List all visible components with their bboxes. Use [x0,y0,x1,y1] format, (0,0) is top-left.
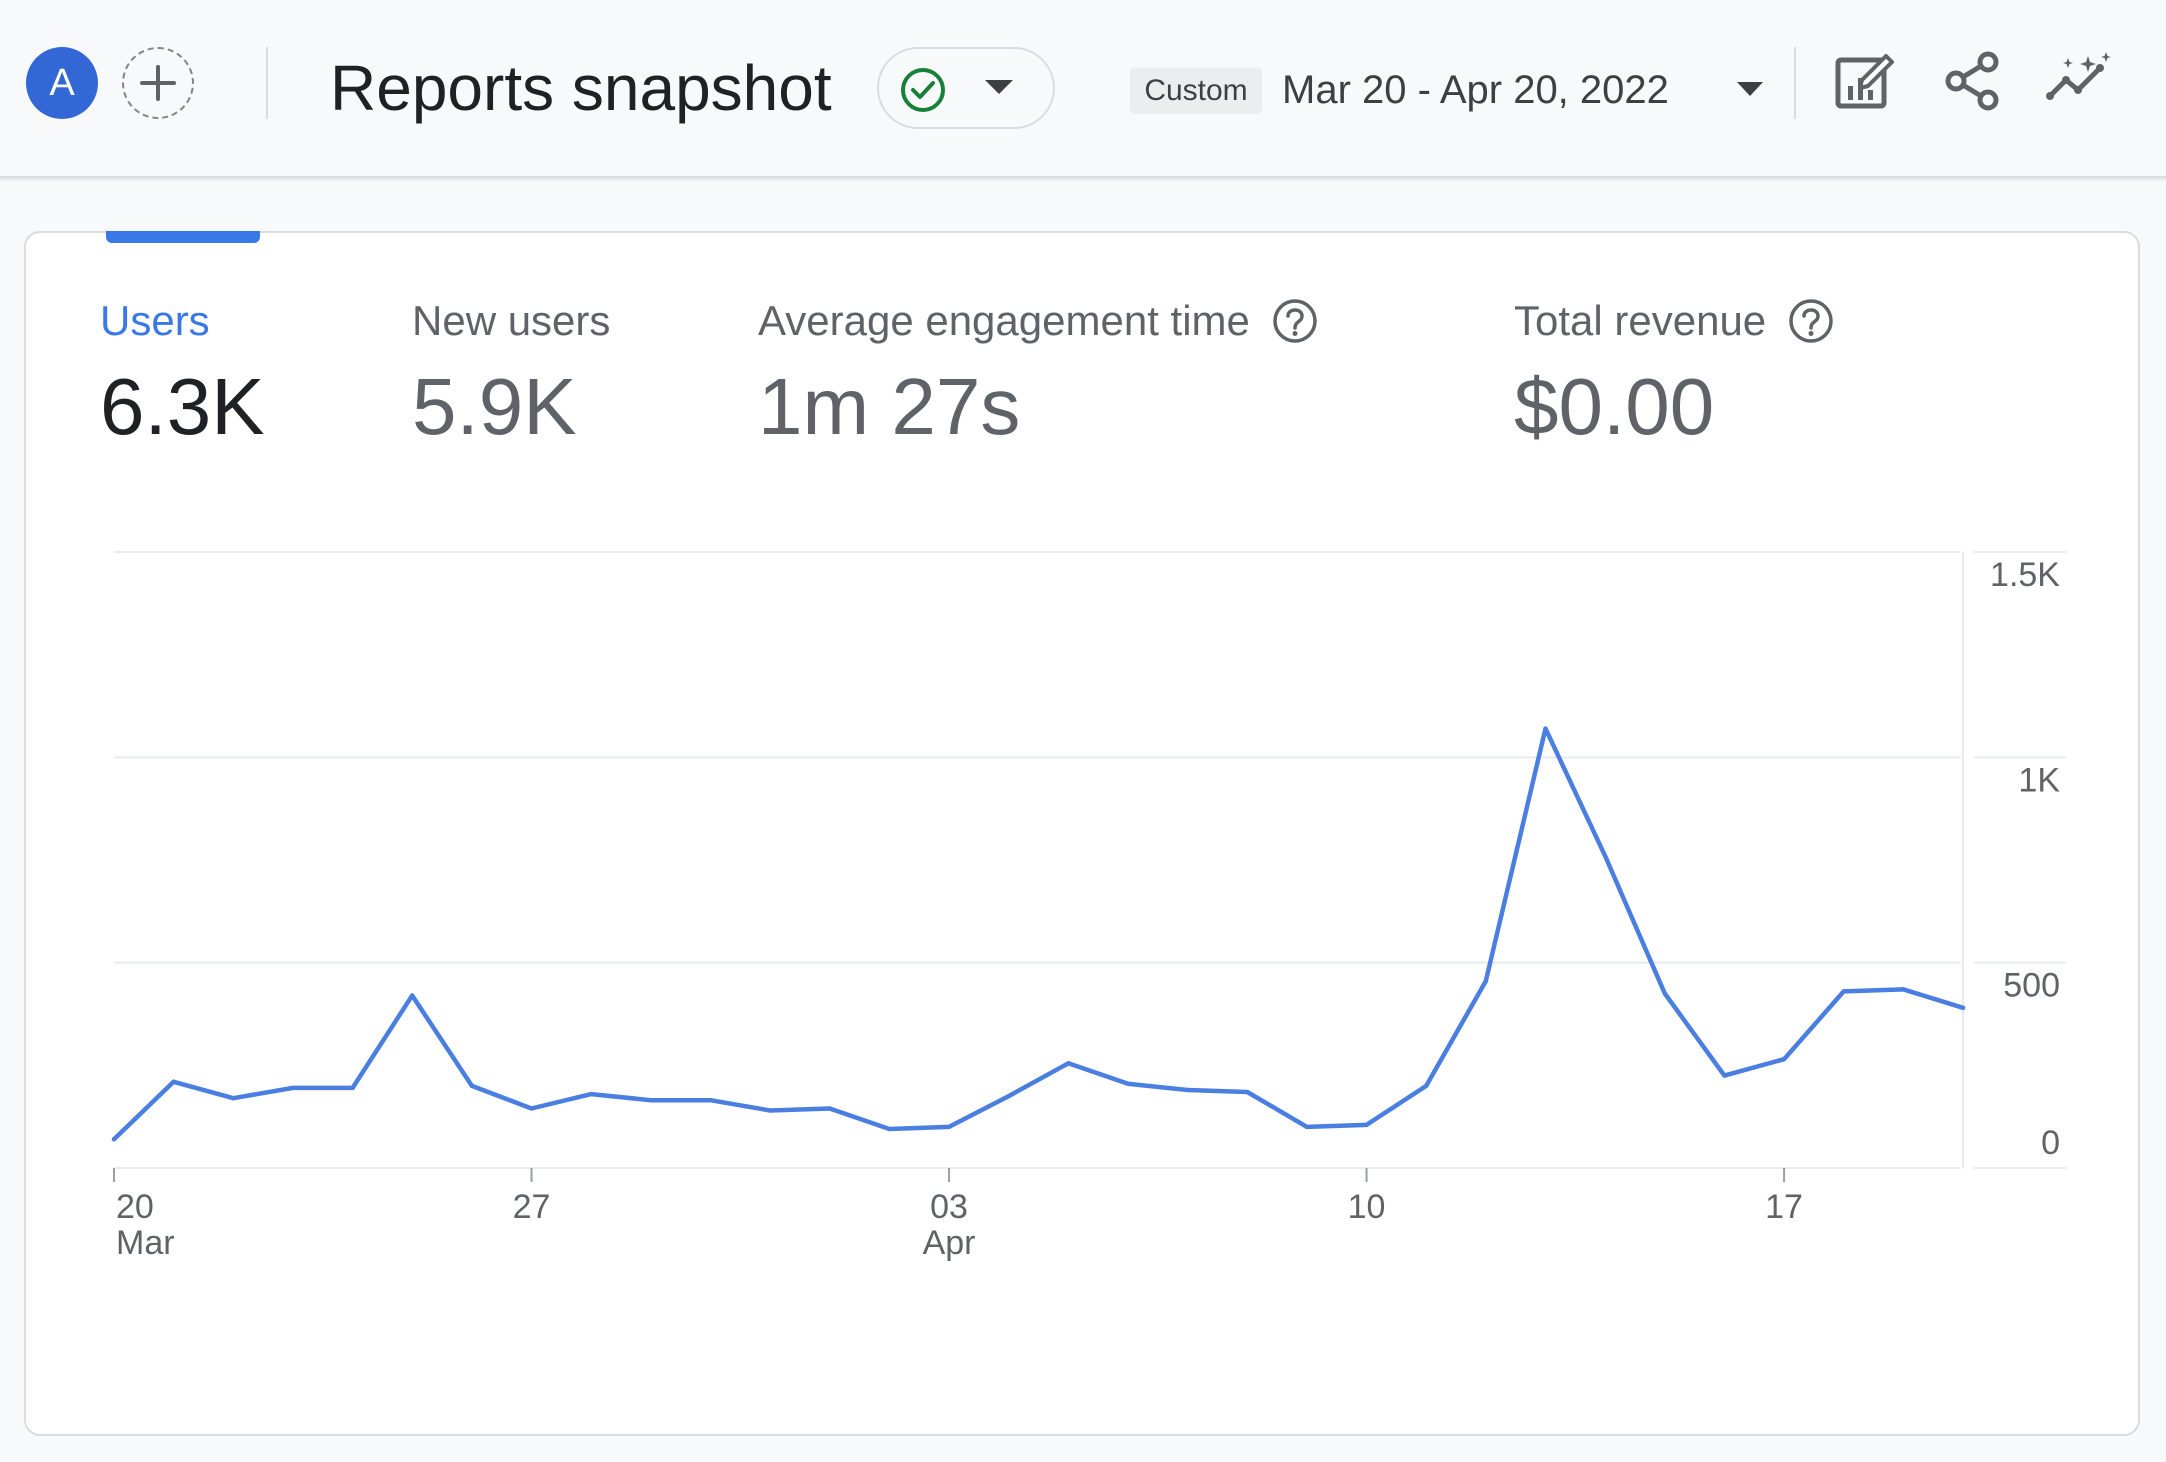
metric-tab-avg-engagement-time[interactable]: Average engagement time 1m 27s [758,295,1318,453]
add-comparison-button[interactable] [122,47,194,119]
data-point [588,1091,594,1097]
data-point [1662,991,1667,996]
data-point [1125,1081,1131,1087]
data-point [767,1108,773,1113]
data-point [410,993,415,998]
help-icon[interactable] [1788,298,1834,344]
metric-tab-new-users[interactable]: New users 5.9K [412,295,610,453]
data-point [648,1098,654,1103]
page-title: Reports snapshot [330,52,832,124]
data-point [1960,1005,1966,1011]
metric-tab-total-revenue[interactable]: Total revenue $0.00 [1514,295,1834,453]
metric-value: 5.9K [412,362,577,451]
metric-label: New users [412,297,611,344]
data-point [1185,1087,1190,1093]
header-divider [266,47,268,119]
data-point [350,1085,355,1091]
data-point [290,1085,296,1091]
y-tick-label: 1K [2018,761,2060,799]
date-dropdown-icon[interactable] [1736,80,1764,98]
data-point [1304,1124,1310,1130]
metric-label: Users [100,297,210,344]
metric-label: Total revenue [1514,297,1767,344]
data-point [946,1124,952,1130]
data-point [111,1137,117,1142]
header-divider [1794,47,1796,119]
data-point [529,1106,534,1111]
x-tick-label: 10 [1348,1188,1386,1226]
data-point [1901,987,1906,992]
data-point [1066,1061,1071,1066]
x-tick-sublabel: Apr [923,1224,976,1262]
data-point [1245,1089,1250,1095]
help-icon[interactable] [1272,298,1318,344]
date-preset-label: Custom [1130,68,1262,114]
share-icon[interactable] [1942,50,2004,112]
data-point [1483,978,1489,984]
data-point [469,1083,475,1089]
y-tick-label: 1.5K [1990,556,2060,594]
plus-icon [140,65,176,101]
account-avatar[interactable]: A [26,47,98,119]
data-point [1364,1122,1369,1128]
users-series-line [111,726,1966,1142]
y-tick-label: 0 [2041,1124,2060,1162]
x-tick-label: 17 [1765,1188,1803,1226]
data-point [1722,1073,1727,1078]
x-tick-sublabel: Mar [116,1224,175,1262]
date-range-selector[interactable]: Mar 20 - Apr 20, 2022 [1282,68,1669,112]
data-point [1543,726,1548,731]
metric-tab-users[interactable]: Users 6.3K [100,295,265,453]
data-point [887,1126,892,1132]
customize-report-icon[interactable] [1834,50,1896,112]
metric-label: Average engagement time [758,297,1250,344]
data-point [1602,853,1608,859]
overview-card: Users 6.3K New users 5.9K Average engage… [24,231,2140,1436]
data-point [1423,1083,1429,1089]
data-point [1781,1056,1787,1062]
check-circle-icon [901,68,945,112]
report-status-dropdown[interactable] [877,47,1055,129]
insights-icon[interactable] [2044,50,2114,112]
metric-value: 6.3K [100,362,265,451]
metric-value: $0.00 [1514,362,1715,451]
x-tick-label: 03 [930,1188,968,1226]
data-point [171,1079,176,1084]
chevron-down-icon [985,80,1013,94]
y-tick-label: 500 [2003,967,2060,1005]
metric-value: 1m 27s [758,362,1021,451]
top-bar: A Reports snapshot Custom Mar 20 - Apr 2… [0,0,2166,178]
x-tick-label: 27 [513,1188,551,1226]
data-point [231,1095,236,1101]
data-point [1006,1093,1011,1099]
data-point [708,1098,713,1103]
active-tab-indicator [106,231,260,243]
data-point [827,1106,832,1111]
data-point [1841,989,1846,994]
x-tick-label: 20 [116,1188,154,1226]
